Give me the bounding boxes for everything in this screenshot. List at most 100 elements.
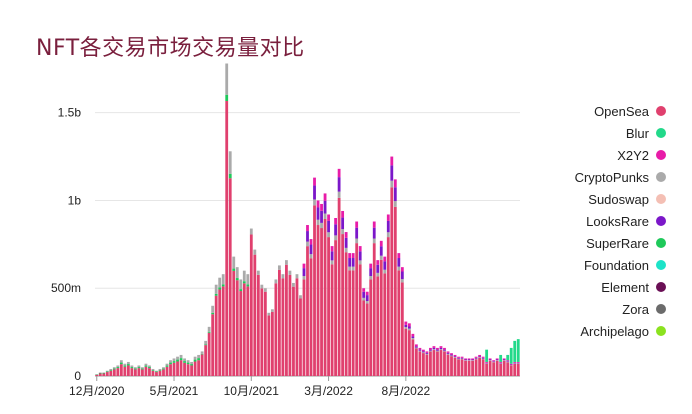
- bar-segment-cryptopunks: [281, 274, 285, 279]
- bar-segment-opensea: [235, 280, 239, 376]
- legend-label: Element: [601, 279, 649, 295]
- bar-segment-looksrare: [390, 165, 394, 181]
- legend-label: OpenSea: [594, 103, 649, 119]
- bar-segment-opensea: [126, 365, 130, 376]
- bar-segment-looksrare: [471, 359, 474, 361]
- bar-segment-opensea: [242, 283, 246, 376]
- bar-segment-x2y2: [383, 256, 387, 262]
- bar-segment-opensea: [281, 278, 285, 376]
- bar-segment-looksrare: [414, 346, 418, 348]
- y-tick-label: 1b: [68, 193, 82, 207]
- bar-segment-cryptopunks: [246, 274, 250, 285]
- bar-segment-looksrare: [362, 291, 366, 298]
- bar-segment-superrare: [162, 368, 165, 370]
- bar-segment-x2y2: [450, 353, 453, 355]
- bar-segment-opensea: [372, 243, 376, 376]
- bar-segment-opensea: [267, 315, 271, 376]
- bar-segment-cryptopunks: [365, 301, 369, 304]
- bar-segment-opensea: [306, 246, 309, 376]
- bar-segment-cryptopunks: [165, 363, 169, 366]
- bar-segment-x2y2: [316, 200, 320, 208]
- bar-segment-looksrare: [334, 224, 338, 236]
- bar-segment-cryptopunks: [225, 63, 229, 95]
- bar-segment-x2y2: [320, 203, 323, 211]
- bar-segment-blur: [513, 340, 517, 362]
- bar-segment-x2y2: [372, 221, 376, 228]
- bar-segment-cryptopunks: [513, 363, 517, 364]
- y-tick-label: 500m: [51, 281, 81, 295]
- bar-segment-looksrare: [481, 357, 485, 359]
- bar-segment-cryptopunks: [313, 199, 316, 206]
- bar-segment-cryptopunks: [439, 349, 443, 351]
- bar-segment-blur: [485, 349, 489, 362]
- bar-segment-cryptopunks: [116, 365, 120, 368]
- bar-segment-x2y2: [422, 349, 425, 352]
- bar-segment-cryptopunks: [141, 367, 144, 369]
- bar-segment-x2y2: [432, 346, 436, 348]
- y-axis: 0 500m 1b 1.5b: [51, 106, 81, 383]
- bar-segment-looksrare: [485, 362, 489, 364]
- bar-segment-opensea: [400, 282, 404, 376]
- bar-segment-looksrare: [453, 356, 457, 358]
- bar-segment-x2y2: [341, 210, 345, 218]
- bar-segment-cryptopunks: [200, 351, 204, 354]
- bar-segment-opensea: [411, 339, 415, 376]
- bar-segment-opensea: [270, 311, 274, 376]
- bar-segment-superrare: [119, 362, 123, 365]
- bar-segment-cryptopunks: [446, 353, 450, 355]
- bar-segment-opensea: [130, 368, 134, 376]
- bar-segment-opensea: [285, 264, 288, 376]
- bar-segment-opensea: [200, 354, 204, 376]
- bar-segment-x2y2: [439, 346, 443, 348]
- bar-segment-superrare: [197, 358, 201, 361]
- legend-swatch: [656, 282, 666, 292]
- bar-segment-looksrare: [443, 349, 446, 351]
- bar-segment-opensea: [176, 361, 179, 376]
- legend-item: Blur: [506, 122, 666, 144]
- bar-segment-superrare: [225, 94, 229, 102]
- legend-item: Sudoswap: [506, 188, 666, 210]
- bar-segment-opensea: [436, 351, 439, 376]
- bar-segment-opensea: [481, 359, 485, 376]
- bar-segment-cryptopunks: [109, 368, 113, 371]
- bar-segment-cryptopunks: [126, 361, 130, 365]
- bar-segment-cryptopunks: [411, 338, 415, 340]
- bar-segment-superrare: [228, 173, 232, 179]
- bar-segment-cryptopunks: [393, 201, 397, 207]
- bar-segment-cryptopunks: [295, 274, 299, 279]
- bar-segment-cryptopunks: [422, 352, 425, 354]
- legend-swatch: [656, 238, 666, 248]
- bar-segment-looksrare: [393, 187, 397, 202]
- bar-segment-looksrare: [365, 295, 369, 302]
- bar-segment-cryptopunks: [119, 360, 123, 363]
- bar-segment-opensea: [211, 314, 215, 376]
- bar-segment-cryptopunks: [123, 363, 127, 366]
- bar-segment-x2y2: [309, 239, 313, 245]
- bar-segment-x2y2: [411, 333, 415, 337]
- bar-segment-cryptopunks: [242, 270, 246, 282]
- bar-segment-cryptopunks: [207, 326, 211, 332]
- bar-segment-x2y2: [513, 361, 517, 363]
- bar-segment-cryptopunks: [429, 350, 432, 352]
- bar-segment-cryptopunks: [362, 297, 366, 301]
- legend-item: OpenSea: [506, 100, 666, 122]
- bar-segment-opensea: [225, 101, 229, 377]
- legend-label: SuperRare: [586, 235, 649, 251]
- bar-segment-x2y2: [334, 218, 338, 225]
- bar-segment-looksrare: [369, 268, 373, 277]
- bar-segment-opensea: [337, 197, 341, 376]
- bar-segment-superrare: [193, 359, 197, 362]
- bar-segment-cryptopunks: [316, 219, 320, 226]
- bar-segment-x2y2: [379, 240, 383, 247]
- legend-item: Element: [506, 276, 666, 298]
- bar-segment-cryptopunks: [133, 367, 137, 369]
- bar-segment-x2y2: [495, 358, 499, 360]
- bar-segment-x2y2: [414, 344, 418, 347]
- bar-segment-opensea: [148, 368, 151, 376]
- bar-segment-looksrare: [513, 362, 517, 364]
- bar-segment-cryptopunks: [260, 284, 264, 289]
- bar-segment-cryptopunks: [197, 354, 201, 359]
- bar-segment-x2y2: [488, 358, 492, 360]
- bar-segment-opensea: [383, 273, 387, 376]
- bar-segment-cryptopunks: [376, 272, 380, 277]
